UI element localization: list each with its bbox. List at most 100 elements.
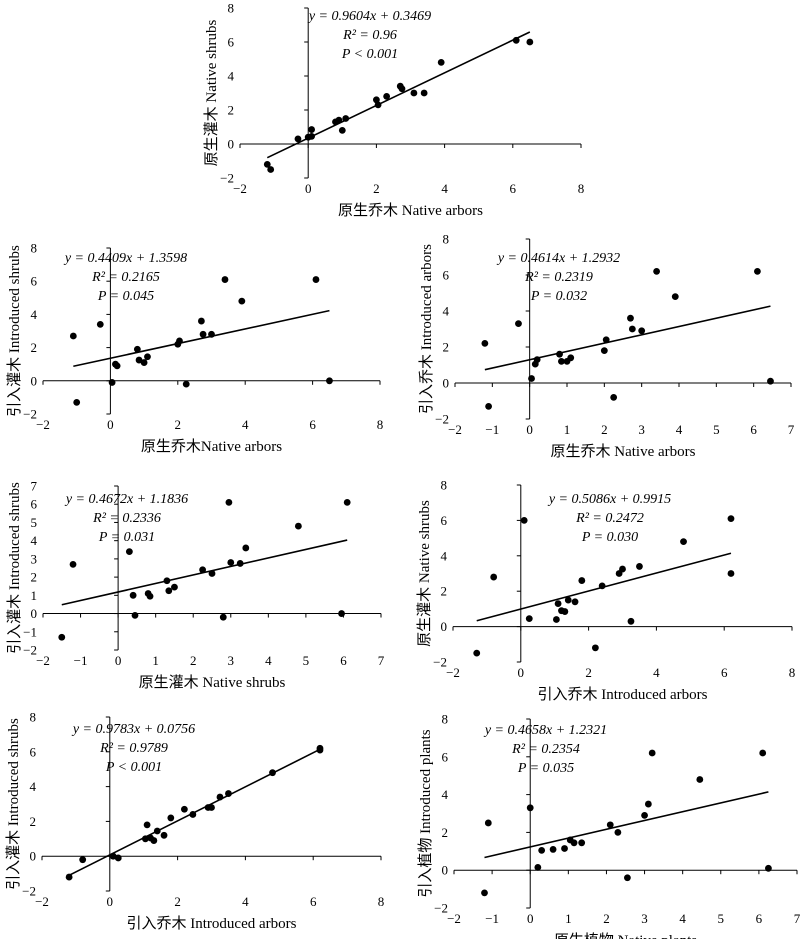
data-point [176,337,183,345]
data-point [481,340,489,347]
data-point [69,560,77,568]
data-point [140,359,148,366]
y-tick-label: 7 [31,479,38,494]
x-tick-label: 4 [441,181,448,196]
data-point [69,332,77,340]
y-tick-label: 5 [31,515,38,530]
y-tick-label: 0 [442,863,449,878]
x-tick-label: 4 [653,665,660,680]
data-point [767,377,774,385]
data-point [269,769,276,777]
r-squared: R² = 0.2319 [524,270,593,285]
x-tick-label: 1 [152,653,159,668]
data-point [131,611,139,619]
data-point [167,814,175,822]
r-squared: R² = 0.9789 [99,741,168,756]
y-tick-label: 8 [441,478,448,493]
data-point [263,161,271,168]
data-point [143,821,151,829]
data-point [373,96,380,104]
data-point [754,268,761,275]
data-point [571,598,579,606]
data-point [410,89,418,97]
x-tick-label: 3 [638,422,645,437]
y-axis-title: 引入灌木 Introduced shrubs [6,245,23,417]
data-point [108,379,116,386]
y-tick-label: 3 [31,551,38,566]
data-point [308,132,316,140]
y-tick-label: 2 [442,825,449,840]
data-point [512,36,520,44]
data-point [133,345,141,353]
y-tick-label: −2 [435,412,449,427]
y-tick-label: 0 [30,849,37,864]
x-tick-label: −2 [35,894,49,909]
data-point [374,101,382,109]
data-point [294,522,302,530]
data-point [561,845,568,852]
p-value: P = 0.032 [530,289,587,304]
data-point [238,297,246,305]
data-point [525,615,533,623]
r-squared: R² = 0.2336 [92,511,161,526]
data-point [163,577,171,585]
p-value: P = 0.035 [517,761,574,776]
x-tick-label: 0 [305,181,312,196]
data-point [135,356,143,364]
x-tick-label: 2 [190,653,197,668]
y-tick-label: 2 [30,814,37,829]
data-point [326,377,333,385]
data-point [96,320,104,328]
data-point [294,135,302,143]
y-tick-label: 4 [31,307,38,322]
y-tick-label: 0 [31,606,38,621]
data-point [227,559,235,566]
data-point [473,649,481,657]
data-point [141,835,149,843]
data-point [520,517,528,524]
r-squared: R² = 0.2472 [575,511,644,526]
y-tick-label: 0 [228,137,235,152]
y-tick-label: 4 [442,787,449,802]
y-axis-title: 引入乔木 Introduced arbors [418,244,435,414]
y-tick-label: −1 [23,624,37,639]
x-tick-label: 4 [676,422,683,437]
data-point [420,89,428,97]
data-point [644,800,652,808]
data-point [526,804,534,812]
y-tick-label: −2 [434,901,448,916]
data-point [680,538,687,546]
data-point [219,613,227,621]
x-tick-label: 2 [601,422,608,437]
data-point [171,583,178,591]
data-point [490,573,498,581]
data-point [437,59,445,66]
data-point [150,837,158,844]
x-tick-label: 7 [788,422,795,437]
y-tick-label: 8 [442,712,449,727]
y-tick-label: 2 [228,103,235,118]
data-point [343,499,351,506]
y-tick-label: 2 [31,340,38,355]
x-axis-title: 原生乔木 Native arbors [551,443,696,460]
y-tick-label: 2 [441,584,448,599]
data-point [398,85,406,93]
data-point [591,644,599,652]
y-tick-label: 6 [442,749,449,764]
x-tick-label: 6 [510,181,517,196]
data-point [125,548,133,555]
p-value: P < 0.001 [341,47,398,62]
data-point [73,398,81,406]
x-tick-label: 7 [378,653,385,668]
regression-equation: y = 0.4658x + 1.2321 [483,723,607,738]
regression-line [73,309,330,368]
y-tick-label: −2 [220,171,234,186]
r-squared: R² = 0.2354 [511,742,580,757]
x-tick-label: 5 [303,653,310,668]
x-tick-label: −2 [447,911,461,926]
x-tick-label: 7 [794,911,800,926]
data-point [598,582,606,590]
x-tick-label: 6 [750,422,757,437]
regression-equation: y = 0.4672x + 1.1836 [64,492,188,507]
data-point [199,566,207,574]
